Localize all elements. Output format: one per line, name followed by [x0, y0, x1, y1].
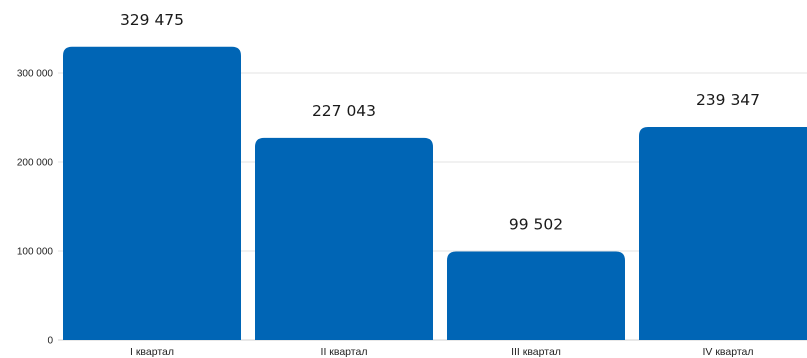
- y-tick-label: 200 000: [17, 158, 54, 169]
- chart-bars: [63, 46, 807, 341]
- y-axis-ticks: 0 100 000 200 000 300 000: [17, 69, 54, 347]
- x-category-label: II квартал: [321, 346, 368, 358]
- bar-value-label: 239 347: [696, 91, 760, 109]
- x-axis-categories: I квартал II квартал III квартал IV квартал: [130, 346, 754, 358]
- y-tick-label: 100 000: [17, 247, 54, 258]
- bar-value-label: 99 502: [509, 215, 563, 233]
- bar: [63, 46, 241, 341]
- value-labels: 329 475 227 043 99 502 239 347: [120, 11, 760, 234]
- y-tick-label: 300 000: [17, 69, 54, 80]
- y-tick-label: 0: [47, 336, 53, 347]
- bar: [639, 126, 807, 340]
- x-category-label: I квартал: [130, 346, 174, 358]
- x-category-label: IV квартал: [703, 346, 754, 358]
- bar: [447, 251, 625, 340]
- x-category-label: III квартал: [511, 346, 561, 358]
- bar: [255, 137, 433, 340]
- bar-value-label: 329 475: [120, 11, 184, 29]
- bar-value-label: 227 043: [312, 102, 376, 120]
